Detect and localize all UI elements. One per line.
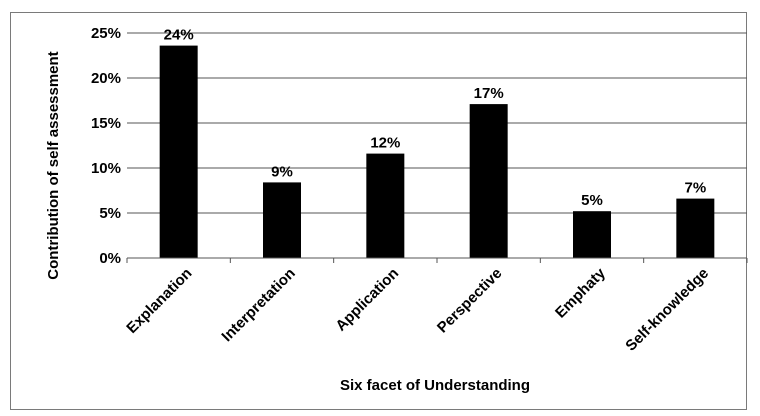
data-label: 9%: [271, 163, 293, 180]
y-tick-label: 10%: [91, 160, 121, 177]
bar: [676, 198, 715, 258]
x-tick-label: Emphaty: [552, 264, 609, 321]
x-tick-label: Self-knowledge: [622, 265, 712, 355]
y-tick-label: 15%: [91, 115, 121, 132]
y-tick-label: 0%: [99, 250, 121, 267]
bar: [573, 211, 611, 258]
bar: [159, 45, 198, 258]
y-tick-label: 25%: [91, 25, 121, 42]
data-label: 17%: [474, 85, 504, 102]
data-label: 24%: [164, 27, 194, 44]
y-tick-label: 5%: [99, 205, 121, 222]
x-tick-labels: Explanation Interpretation Application Pers…: [123, 264, 712, 354]
bar: [366, 153, 405, 258]
data-labels: 24% 9% 12% 17% 5% 7%: [164, 27, 707, 210]
bars: [159, 45, 715, 258]
y-tick-labels: 0% 5% 10% 15% 20% 25%: [91, 25, 121, 267]
y-tick-label: 20%: [91, 70, 121, 87]
y-axis-title: Contribution of self assessment: [45, 51, 62, 279]
bar: [469, 104, 508, 258]
x-tick-label: Explanation: [123, 265, 195, 337]
x-axis-title: Six facet of Understanding: [340, 377, 530, 394]
bar: [263, 182, 301, 258]
data-label: 7%: [684, 180, 706, 197]
x-tick-label: Perspective: [434, 265, 506, 337]
data-label: 5%: [581, 192, 603, 209]
data-label: 12%: [370, 135, 400, 152]
gridlines: [126, 32, 748, 263]
x-tick-label: Interpretation: [218, 265, 298, 345]
x-tick-label: Application: [332, 265, 402, 335]
